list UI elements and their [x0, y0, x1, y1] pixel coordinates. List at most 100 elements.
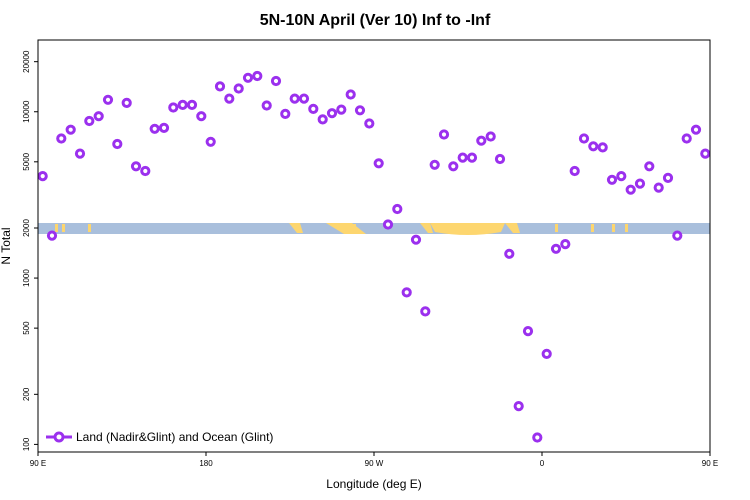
- y-axis-label: N Total: [0, 227, 13, 264]
- data-point: [242, 72, 254, 83]
- data-point: [270, 75, 282, 87]
- data-point: [588, 141, 599, 152]
- data-point: [65, 124, 76, 135]
- data-point: [672, 230, 683, 241]
- data-point: [504, 248, 515, 259]
- x-axis-ticks: 90 E 180 90 W 0 90 E: [30, 452, 718, 468]
- y-tick-label: 10000: [22, 100, 31, 123]
- data-point: [541, 348, 552, 359]
- land-patch: [430, 223, 505, 235]
- legend-marker-icon: [53, 431, 65, 443]
- data-point: [597, 142, 608, 153]
- data-point: [46, 230, 58, 241]
- data-point: [616, 171, 627, 182]
- land-patch: [505, 223, 520, 233]
- ocean-band: [38, 223, 710, 234]
- land-patch: [88, 224, 91, 232]
- x-tick-label: 90 E: [702, 459, 718, 468]
- x-axis-label: Longitude (deg E): [326, 477, 421, 491]
- land-patch: [591, 224, 594, 232]
- data-point: [93, 111, 104, 122]
- data-point: [644, 161, 655, 172]
- data-point: [494, 153, 506, 165]
- data-point: [466, 152, 478, 163]
- data-point: [289, 93, 300, 104]
- data-point: [625, 184, 636, 195]
- data-point: [317, 114, 328, 125]
- data-point: [569, 165, 580, 177]
- data-point: [420, 306, 431, 317]
- legend-entry-label: Land (Nadir&Glint) and Ocean (Glint): [76, 430, 273, 444]
- y-axis-ticks: 100 200 500 1000 2000 5000 10000 20000: [22, 50, 38, 451]
- data-point: [261, 100, 272, 111]
- data-point: [37, 171, 48, 182]
- legend: Land (Nadir&Glint) and Ocean (Glint): [46, 430, 273, 444]
- x-tick-label: 0: [540, 459, 545, 468]
- data-point: [560, 239, 571, 250]
- data-point: [280, 108, 291, 120]
- land-patch: [326, 223, 366, 234]
- data-points: [37, 70, 711, 443]
- x-tick-label: 180: [199, 459, 213, 468]
- data-point: [214, 81, 226, 92]
- data-point: [438, 129, 450, 140]
- y-tick-label: 100: [22, 437, 31, 451]
- data-point: [662, 172, 674, 183]
- data-point: [196, 111, 207, 122]
- data-point: [298, 93, 310, 104]
- data-point: [336, 104, 347, 115]
- y-tick-label: 200: [22, 387, 31, 401]
- data-point: [326, 108, 338, 119]
- data-point: [130, 161, 142, 172]
- data-point: [448, 161, 459, 172]
- data-point: [700, 148, 711, 159]
- data-point: [634, 178, 646, 189]
- data-point: [345, 89, 356, 100]
- data-point: [513, 401, 524, 412]
- data-point: [653, 182, 664, 193]
- data-point: [186, 99, 198, 111]
- land-patch: [625, 224, 628, 232]
- data-point: [158, 122, 170, 134]
- data-point: [205, 136, 216, 147]
- data-point: [522, 326, 534, 337]
- land-patch: [555, 224, 558, 232]
- data-point: [382, 219, 394, 230]
- land-patch: [289, 223, 303, 233]
- data-point: [177, 99, 188, 111]
- data-point: [84, 115, 95, 127]
- chart-title: 5N-10N April (Ver 10) Inf to -Inf: [260, 12, 491, 29]
- land-patch: [420, 223, 433, 233]
- data-point: [401, 287, 412, 298]
- data-point: [681, 133, 692, 144]
- y-tick-label: 20000: [22, 50, 31, 73]
- y-tick-label: 5000: [22, 152, 31, 170]
- data-point: [476, 135, 487, 146]
- data-point: [364, 118, 375, 129]
- data-point: [121, 97, 132, 109]
- x-tick-label: 90 W: [365, 459, 384, 468]
- data-point: [410, 234, 422, 245]
- surface-band: [38, 223, 710, 235]
- data-point: [354, 105, 366, 116]
- data-point: [485, 131, 496, 142]
- y-tick-label: 1000: [22, 269, 31, 287]
- land-patch: [62, 224, 65, 232]
- data-point: [140, 165, 151, 177]
- data-point: [550, 243, 562, 254]
- data-point: [233, 83, 244, 94]
- data-point: [606, 174, 618, 185]
- data-point: [168, 102, 179, 113]
- data-point: [224, 93, 235, 104]
- data-point: [74, 148, 86, 159]
- land-patch: [55, 224, 58, 232]
- data-point: [578, 133, 590, 144]
- data-point: [56, 133, 67, 144]
- data-point: [102, 94, 114, 105]
- data-point: [690, 124, 702, 135]
- y-tick-label: 500: [22, 321, 31, 335]
- data-point: [429, 159, 440, 170]
- data-point: [373, 158, 384, 169]
